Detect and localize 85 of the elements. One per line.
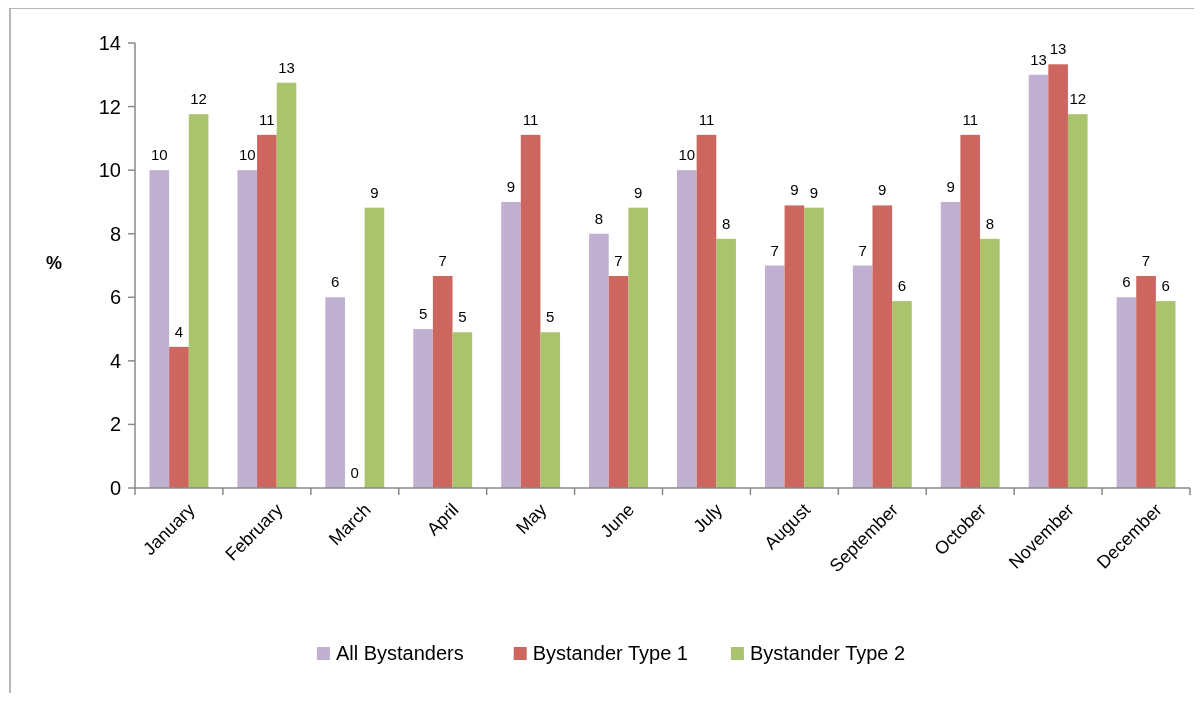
data-label: 9 bbox=[878, 181, 887, 199]
legend-label: Bystander Type 2 bbox=[749, 642, 906, 664]
bar bbox=[364, 207, 385, 488]
bar bbox=[276, 82, 297, 488]
data-label: 9 bbox=[790, 181, 799, 199]
bar bbox=[980, 238, 1000, 488]
bar bbox=[1155, 301, 1176, 488]
data-label: 8 bbox=[594, 209, 604, 227]
bar bbox=[1067, 114, 1088, 488]
data-label: 8 bbox=[985, 214, 995, 232]
bar bbox=[237, 170, 258, 488]
y-tick-label: 10 bbox=[98, 159, 121, 182]
x-tick-label: May bbox=[512, 499, 551, 538]
bar bbox=[1136, 275, 1156, 488]
bar bbox=[628, 207, 648, 488]
bar bbox=[677, 170, 697, 488]
bar bbox=[501, 201, 521, 488]
y-tick-label: 4 bbox=[109, 349, 121, 372]
data-label: 6 bbox=[1161, 277, 1170, 295]
data-label: 5 bbox=[458, 308, 467, 326]
y-tick-label: 12 bbox=[98, 95, 121, 118]
data-label: 7 bbox=[1141, 251, 1151, 269]
data-label: 11 bbox=[962, 110, 978, 128]
bar bbox=[169, 346, 189, 488]
bar bbox=[696, 134, 717, 488]
bar bbox=[764, 265, 785, 488]
y-tick-label: 2 bbox=[109, 413, 121, 436]
data-label: 5 bbox=[546, 308, 555, 326]
y-tick-label: 14 bbox=[98, 32, 121, 54]
x-tick-label: July bbox=[689, 499, 727, 537]
bar bbox=[852, 265, 873, 488]
data-label: 7 bbox=[770, 241, 779, 259]
bar bbox=[325, 297, 345, 488]
bar bbox=[520, 134, 541, 488]
bar bbox=[432, 275, 453, 488]
bar bbox=[872, 205, 893, 488]
bar bbox=[413, 329, 433, 488]
data-label: 7 bbox=[858, 241, 867, 259]
data-label: 10 bbox=[678, 146, 696, 164]
data-label: 9 bbox=[634, 183, 643, 201]
data-label: 9 bbox=[506, 177, 516, 195]
data-label: 6 bbox=[1122, 273, 1131, 291]
bar bbox=[1028, 74, 1049, 488]
data-label: 6 bbox=[330, 273, 340, 291]
data-label: 5 bbox=[418, 305, 428, 323]
y-axis-title: % bbox=[45, 252, 63, 273]
bar bbox=[940, 201, 961, 488]
bar bbox=[589, 233, 609, 488]
data-label: 7 bbox=[614, 251, 623, 269]
bar bbox=[892, 301, 912, 488]
data-label: 11 bbox=[522, 110, 539, 128]
data-label: 8 bbox=[721, 214, 731, 232]
legend-label: Bystander Type 1 bbox=[532, 642, 688, 664]
data-label: 9 bbox=[370, 183, 379, 201]
bar bbox=[188, 114, 209, 488]
bar bbox=[540, 332, 561, 488]
y-tick-label: 0 bbox=[109, 477, 121, 499]
data-label: 10 bbox=[150, 146, 168, 164]
bar bbox=[608, 275, 629, 488]
data-label: 10 bbox=[238, 146, 256, 164]
legend-label: All Bystanders bbox=[335, 642, 464, 664]
bar bbox=[149, 170, 170, 488]
y-tick-label: 6 bbox=[109, 286, 121, 309]
bar bbox=[784, 205, 805, 488]
data-label: 7 bbox=[438, 251, 447, 269]
data-label: 11 bbox=[698, 110, 715, 128]
bar bbox=[1116, 297, 1137, 488]
data-label: 6 bbox=[897, 277, 907, 295]
bar bbox=[960, 134, 981, 488]
data-label: 9 bbox=[809, 183, 819, 201]
data-label: 13 bbox=[1049, 40, 1067, 58]
bar bbox=[452, 332, 473, 488]
bar bbox=[804, 207, 824, 488]
data-label: 13 bbox=[1030, 50, 1047, 68]
bar bbox=[257, 134, 277, 488]
bar bbox=[1048, 64, 1068, 488]
data-label: 0 bbox=[350, 464, 359, 481]
data-label: 13 bbox=[278, 58, 295, 76]
data-label: 11 bbox=[259, 110, 275, 128]
data-label: 4 bbox=[174, 322, 184, 340]
bar bbox=[716, 238, 736, 488]
data-label: 9 bbox=[946, 177, 955, 195]
data-label: 12 bbox=[190, 90, 207, 108]
data-label: 12 bbox=[1069, 90, 1087, 108]
y-tick-label: 8 bbox=[109, 222, 121, 245]
